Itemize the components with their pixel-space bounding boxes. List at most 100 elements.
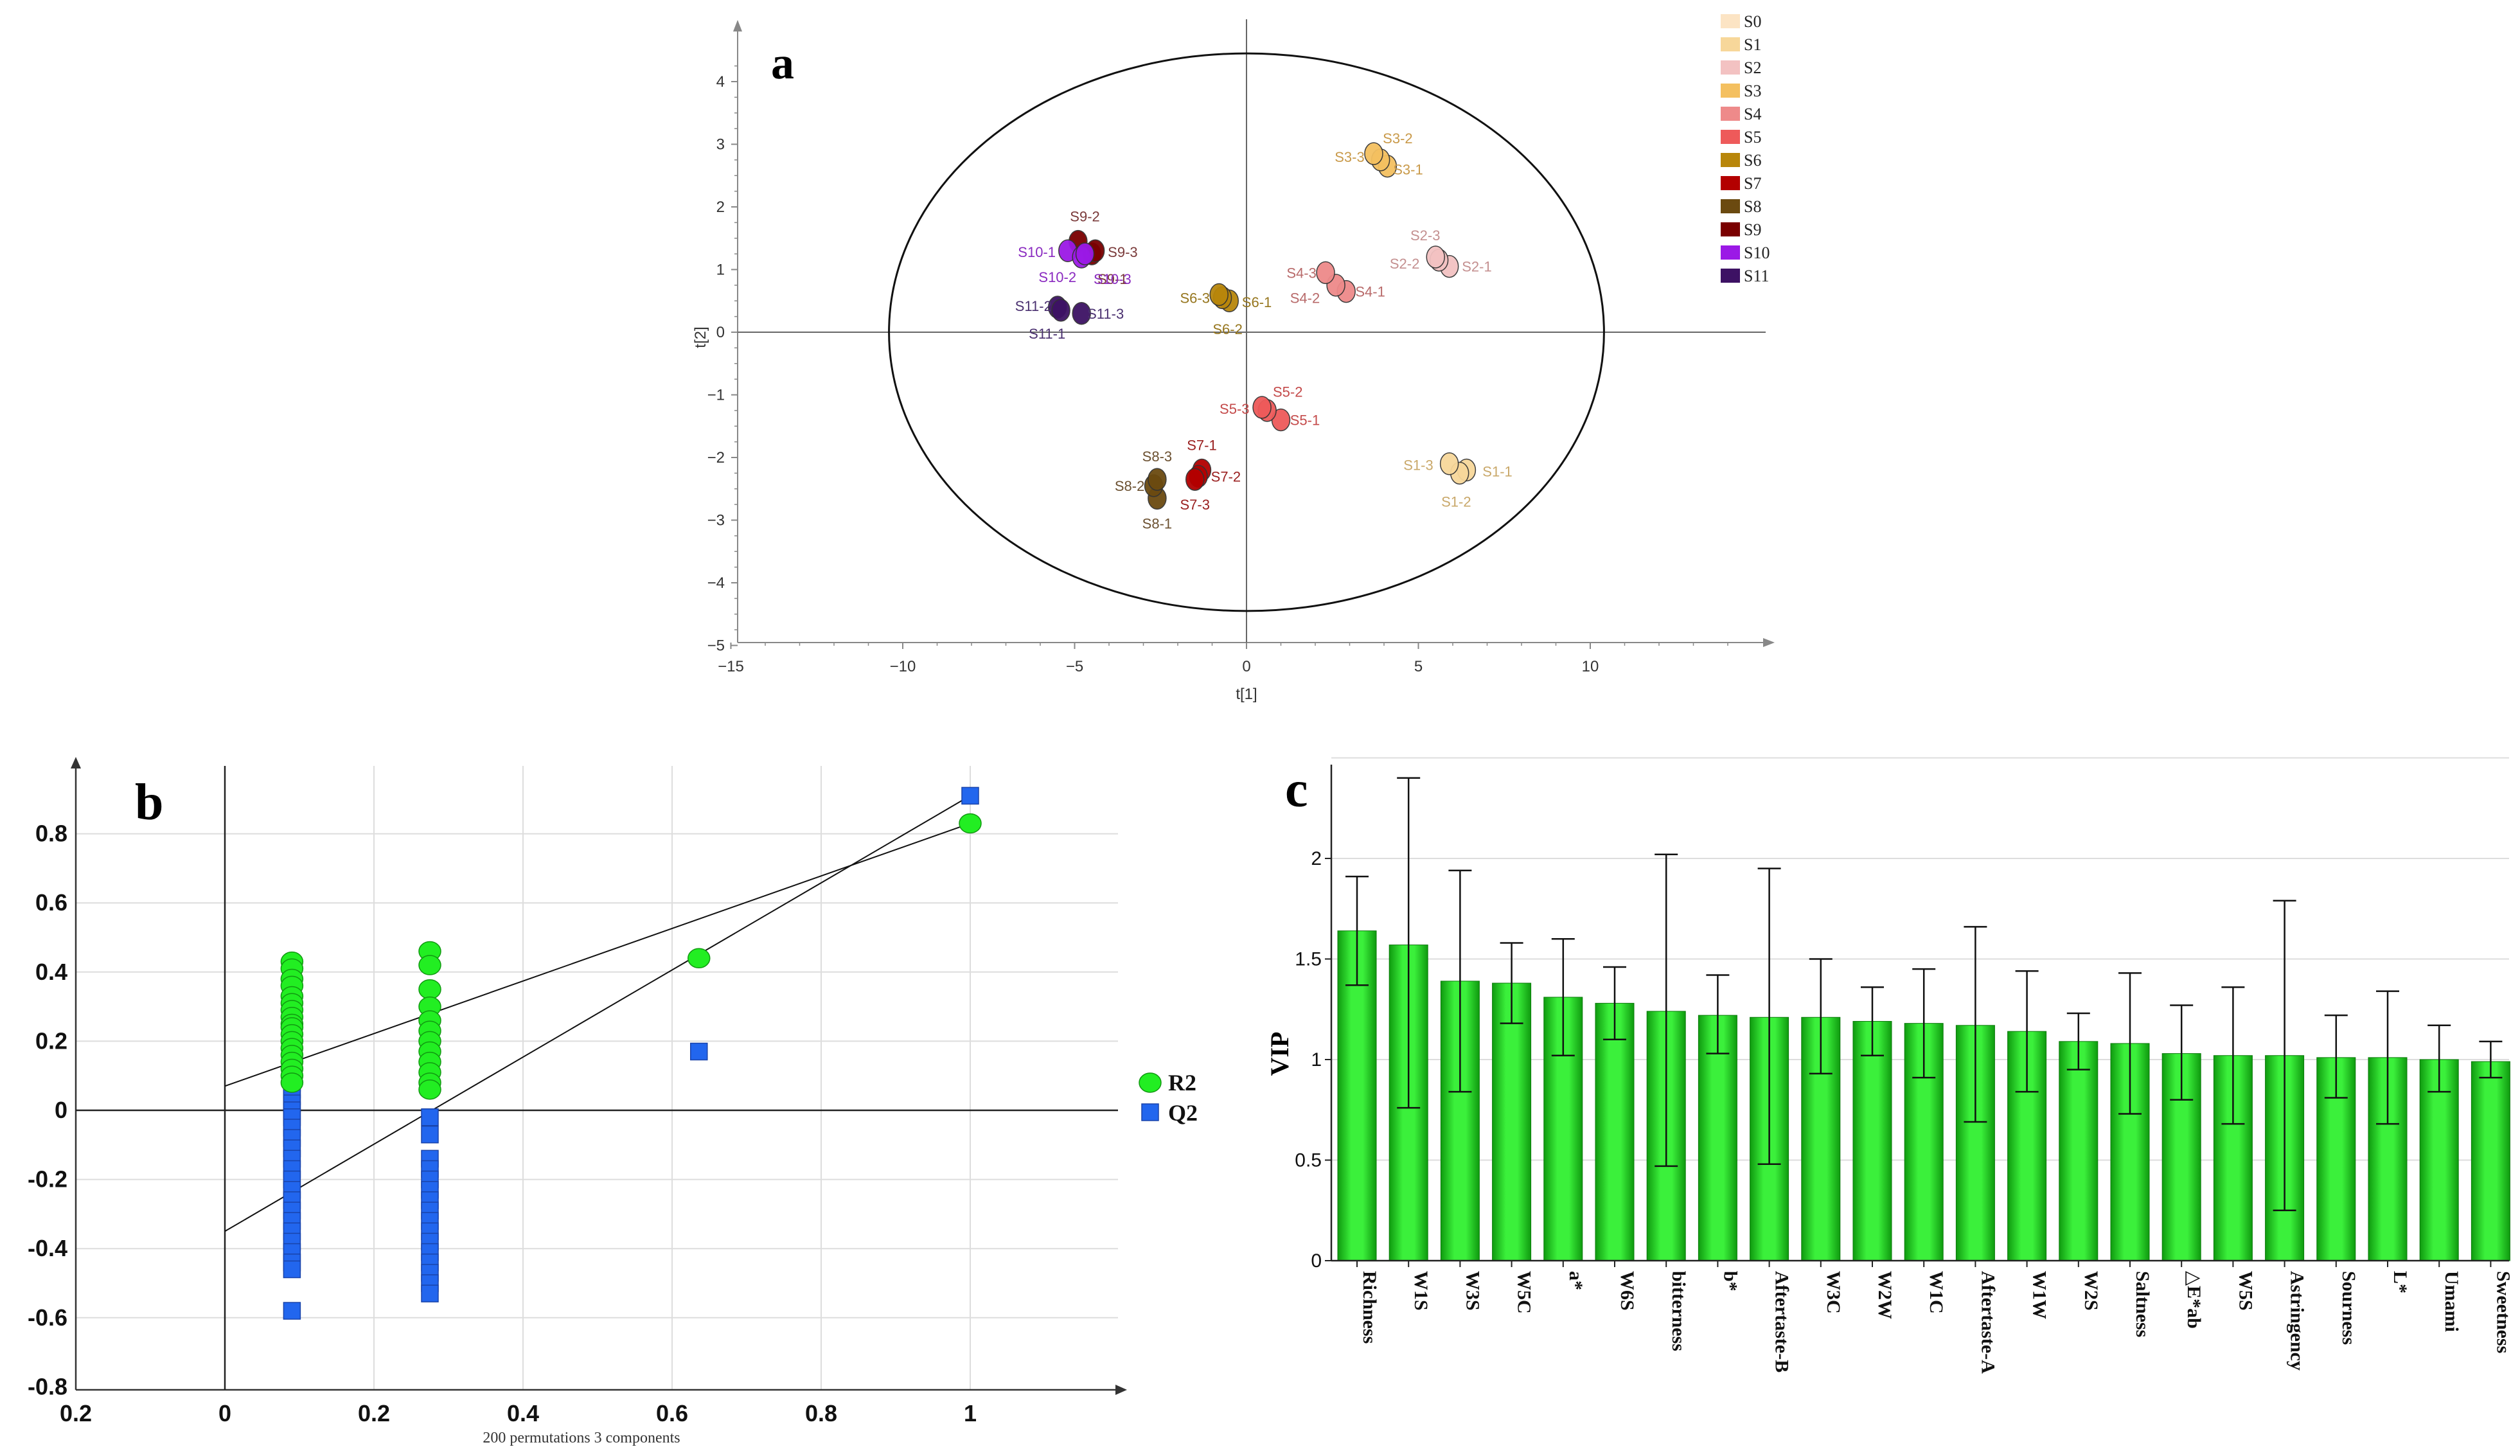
panel-b-x-tick-label: 0.6 (656, 1400, 688, 1426)
panel-a-legend-swatch-S9 (1721, 222, 1740, 236)
panel-a-x-tick-label: −15 (718, 658, 744, 675)
panel-b-y-tick-label: 0.2 (35, 1027, 67, 1054)
panel-a-point-S10-3 (1075, 242, 1095, 265)
panel-a-point-S2-3 (1426, 245, 1445, 269)
panel-a-x-tick-label: 10 (1582, 658, 1599, 675)
panel-b-q2-point (283, 1260, 301, 1279)
panel-a-legend: S0 S1 S2 S3 S4 S5 S6 S7 S8 S9 S10 S11 (1721, 12, 1770, 285)
panel-a-point-label: S5-1 (1290, 413, 1320, 429)
panel-a-point-label: S10-2 (1038, 269, 1076, 285)
panel-c-axes: 0 0.5 1 1.5 2 Richness W1S W3S W5C a* W6S bitternes… (1295, 765, 2514, 1374)
panel-a-y-tick-label: 2 (716, 199, 725, 216)
panel-a-point-label: S10-1 (1018, 244, 1056, 260)
panel-a-point-label: S1-1 (1482, 463, 1512, 479)
panel-c-x-tick-label: a* (1565, 1271, 1586, 1290)
panel-a-y-tick-label: −4 (707, 574, 725, 592)
panel-b-q2-point (421, 1125, 439, 1144)
panel-a-point-label: S8-3 (1142, 448, 1172, 465)
panel-b-legend-r2-marker (1139, 1072, 1162, 1093)
panel-c-x-tick-label: Aftertaste-A (1977, 1271, 1998, 1374)
panel-b-q2-point (421, 1108, 439, 1126)
panel-a-xlabel: t[1] (1236, 686, 1257, 703)
panel-a-point-S7-3 (1185, 468, 1205, 491)
panel-b-r2-point (418, 979, 441, 1000)
panel-a-legend-label: S10 (1744, 244, 1770, 262)
panel-a-point-label: S7-3 (1180, 497, 1210, 513)
panel-b-x-tick-label: 0.4 (507, 1400, 539, 1426)
panel-b-r2-point (418, 1079, 441, 1100)
panel-c-x-tick-label: W1S (1410, 1271, 1432, 1311)
panel-b-x-arrow (1115, 1385, 1127, 1395)
panel-c-y-tick-label: 1.5 (1295, 949, 1322, 970)
panel-a-point-label: S9-3 (1108, 244, 1137, 260)
panel-a-point-label: S5-3 (1220, 401, 1249, 417)
panel-a-legend-label: S0 (1744, 12, 1761, 31)
panel-a-legend-swatch-S11 (1721, 269, 1740, 283)
panel-a-y-tick-label: −2 (707, 449, 725, 466)
panel-a-legend-swatch-S0 (1721, 14, 1740, 28)
panel-a-legend-swatch-S2 (1721, 60, 1740, 75)
panel-b-y-tick-label: -0.6 (28, 1304, 67, 1331)
panel-a-point-S8-3 (1148, 468, 1167, 491)
panel-c-x-tick-label: Umami (2441, 1271, 2462, 1332)
panel-a-point-S6-3 (1209, 283, 1229, 306)
panel-a-y-tick-label: 3 (716, 136, 725, 154)
panel-b-legend-r2-label: R2 (1168, 1070, 1196, 1096)
panel-b-y-tick-label: 0.8 (35, 821, 67, 847)
panel-b-legend-q2-label: Q2 (1168, 1100, 1198, 1126)
panel-a-point-label: S7-2 (1211, 468, 1241, 484)
panel-b-q2-point (421, 1284, 439, 1302)
panel-b-r2-point (688, 948, 711, 969)
panel-a-legend-swatch-S10 (1721, 245, 1740, 260)
panel-c-y-tick-label: 2 (1311, 848, 1322, 869)
panel-b-axes: 0.2 0 0.2 0.4 0.6 0.8 1 0.8 0.6 0.4 0.2 0 -0.2 -0.4 -0… (28, 757, 1127, 1426)
panel-c-x-tick-label: W6S (1617, 1271, 1638, 1311)
panel-a-y-tick-label: −3 (707, 512, 725, 529)
panel-a-legend-label: S5 (1744, 128, 1761, 146)
panel-a-point-label: S11-1 (1029, 326, 1065, 342)
panel-c-x-tick-label: W2S (2081, 1271, 2102, 1311)
panel-a-point-label: S4-2 (1290, 290, 1320, 306)
panel-b-r2-point (280, 1072, 304, 1093)
panel-c-x-tick-label: Saltness (2132, 1271, 2153, 1337)
panel-b-regression-Q2 (224, 795, 971, 1232)
panel-c-bar-14 (2059, 1041, 2099, 1261)
panel-a-point-label: S11-3 (1087, 306, 1124, 322)
panel-c-x-tick-label: Sweetness (2492, 1271, 2514, 1353)
panel-c-y-tick-label: 0 (1311, 1250, 1322, 1272)
panel-b-y-tick-label: -0.4 (28, 1235, 67, 1261)
panel-b-permutation-plot: b 0.2 0 0.2 0.4 0.6 0.8 1 0.8 0.6 0.4 0.2 0 -0.2 -0.4… (28, 757, 1198, 1446)
panel-a-points: S1-1 S1-2 S1-3 S2-1 S2-2 S2-3 S3-1 S3-2 S3-3 S4-1… (1015, 130, 1513, 532)
panel-b-q2-point (961, 786, 979, 805)
panel-c-x-tick-label: bitterness (1668, 1271, 1689, 1351)
panel-a-y-arrow (733, 20, 742, 31)
panel-a-point-label: S4-1 (1355, 284, 1385, 300)
panel-b-x-tick-label: 0.2 (60, 1400, 92, 1426)
panel-b-regression-R2 (224, 822, 971, 1087)
panel-a-point-S11-3 (1072, 302, 1091, 325)
panel-b-label: b (135, 774, 164, 831)
panel-c-bar-3 (1492, 982, 1532, 1261)
panel-c-y-tick-label: 0.5 (1295, 1150, 1322, 1171)
panel-b-y-tick-label: 0 (55, 1097, 67, 1123)
panel-a-y-tick-label: 4 (716, 73, 725, 91)
panel-c-y-tick-label: 1 (1311, 1049, 1322, 1070)
panel-c-x-tick-label: W1C (1926, 1271, 1947, 1314)
panel-c-x-tick-label: W5S (2235, 1271, 2256, 1311)
panel-a-legend-label: S9 (1744, 220, 1761, 239)
panel-b-q2-point (283, 1302, 301, 1320)
panel-b-r2-point (418, 955, 441, 975)
panel-a-legend-label: S8 (1744, 197, 1761, 216)
panel-b-r2-point (959, 813, 982, 834)
panel-a-point-label: S3-3 (1335, 149, 1364, 165)
panel-a-point-label: S4-3 (1286, 265, 1316, 281)
panel-a-legend-label: S1 (1744, 35, 1761, 54)
panel-b-regression-lines (224, 795, 971, 1232)
panel-a-point-S1-3 (1439, 452, 1459, 475)
panel-c-x-tick-label: △E*ab (2183, 1271, 2205, 1329)
panel-a-point-label: S1-2 (1441, 493, 1471, 510)
panel-a-point-label: S2-2 (1390, 256, 1419, 272)
panel-a-legend-swatch-S3 (1721, 84, 1740, 98)
